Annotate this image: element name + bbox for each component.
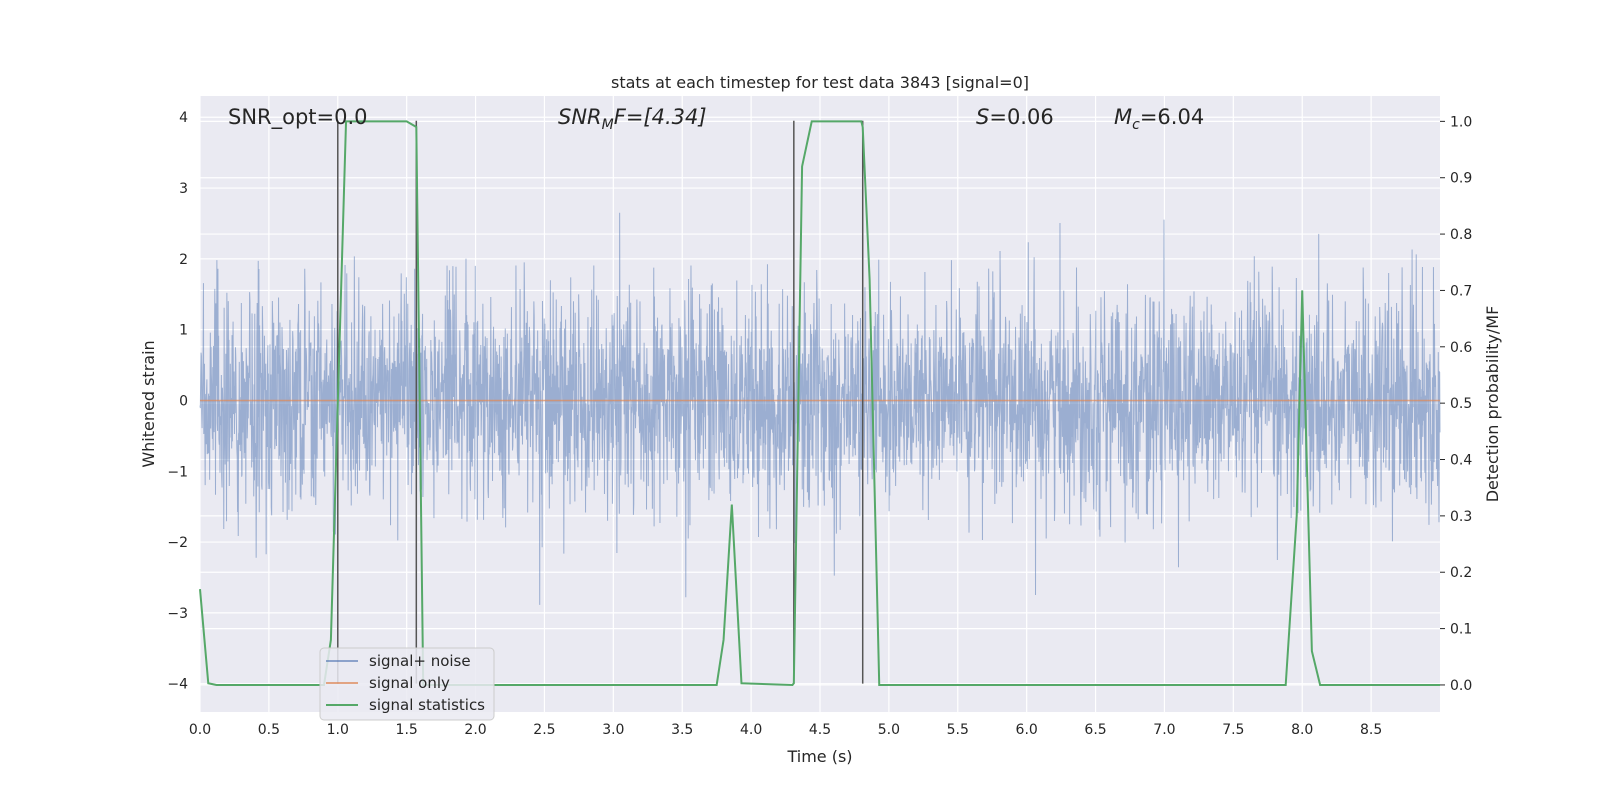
annotation-s-base: S bbox=[976, 105, 989, 129]
annotation-snr-opt: SNR_opt=0.0 bbox=[228, 105, 368, 130]
x-tick-label-9: 4.5 bbox=[809, 722, 831, 738]
annotation-s: S=0.06 bbox=[976, 105, 1054, 129]
annotation-s-rest: =0.06 bbox=[989, 105, 1053, 129]
legend-label-signal-noise: signal+ noise bbox=[369, 652, 471, 670]
x-tick-label-8: 4.0 bbox=[740, 722, 762, 738]
x-tick-label-2: 1.0 bbox=[327, 722, 349, 738]
y-tick-label-left-6: −2 bbox=[167, 535, 188, 551]
y-tick-label-right-1: 0.9 bbox=[1450, 171, 1472, 187]
x-tick-label-6: 3.0 bbox=[602, 722, 624, 738]
x-tick-label-0: 0.0 bbox=[189, 722, 211, 738]
legend-label-signal-only: signal only bbox=[369, 674, 450, 692]
tick-labels: 0.0 0.5 1.0 1.5 2.0 2.5 3.0 3.5 4.0 4.5 5.0 5.5 6.0 6… bbox=[167, 110, 1472, 738]
x-tick-label-13: 6.5 bbox=[1084, 722, 1106, 738]
y-tick-label-right-2: 0.8 bbox=[1450, 227, 1472, 243]
annotation-mc-sub: c bbox=[1132, 117, 1140, 133]
annotations: SNR_opt=0.0 SNRMF=[4.34] S=0.06 Mc=6.04 bbox=[228, 105, 1204, 133]
y-tick-label-left-0: 4 bbox=[179, 110, 188, 126]
annotation-snr-mf-sub: M bbox=[602, 117, 614, 133]
annotation-mc: Mc=6.04 bbox=[1114, 105, 1204, 133]
y-tick-label-right-9: 0.1 bbox=[1450, 622, 1472, 638]
annotation-snr-mf-rest: F=[4.34] bbox=[614, 105, 707, 129]
x-tick-label-11: 5.5 bbox=[947, 722, 969, 738]
legend: signal+ noise signal only signal statist… bbox=[319, 647, 495, 721]
y-tick-label-left-8: −4 bbox=[167, 677, 188, 693]
y-axis-label-left: Whitened strain bbox=[139, 340, 158, 467]
x-tick-label-3: 1.5 bbox=[396, 722, 418, 738]
x-tick-label-15: 7.5 bbox=[1222, 722, 1244, 738]
annotation-mc-base: M bbox=[1114, 105, 1132, 129]
y-tick-label-right-7: 0.3 bbox=[1450, 509, 1472, 525]
y-axis-label-right: Detection probability/MF bbox=[1483, 306, 1502, 503]
y-tick-label-left-2: 2 bbox=[179, 252, 188, 268]
y-tick-label-left-7: −3 bbox=[167, 606, 188, 622]
signal-statistics-series bbox=[199, 120, 1440, 686]
x-tick-label-12: 6.0 bbox=[1016, 722, 1038, 738]
y-tick-label-right-3: 0.7 bbox=[1450, 283, 1472, 299]
legend-box bbox=[319, 647, 495, 721]
x-tick-label-10: 5.0 bbox=[878, 722, 900, 738]
y-tick-label-left-5: −1 bbox=[167, 464, 188, 480]
y-tick-label-left-3: 1 bbox=[179, 323, 188, 339]
x-tick-label-17: 8.5 bbox=[1360, 722, 1382, 738]
x-tick-label-4: 2.0 bbox=[464, 722, 486, 738]
x-axis-label: Time (s) bbox=[786, 747, 852, 766]
annotation-mc-rest: =6.04 bbox=[1140, 105, 1204, 129]
x-tick-label-16: 8.0 bbox=[1291, 722, 1313, 738]
y-tick-label-right-5: 0.5 bbox=[1450, 396, 1472, 412]
y-tick-label-right-6: 0.4 bbox=[1450, 453, 1472, 469]
y-tick-label-right-4: 0.6 bbox=[1450, 340, 1472, 356]
y-tick-label-left-1: 3 bbox=[179, 181, 188, 197]
x-tick-label-7: 3.5 bbox=[671, 722, 693, 738]
legend-label-signal-statistics: signal statistics bbox=[369, 696, 485, 714]
y-tick-label-right-8: 0.2 bbox=[1450, 565, 1472, 581]
signal-statistics-line bbox=[199, 120, 1440, 686]
x-tick-label-14: 7.0 bbox=[1153, 722, 1175, 738]
y-tick-label-left-4: 0 bbox=[179, 393, 188, 409]
x-tick-label-5: 2.5 bbox=[533, 722, 555, 738]
y-tick-label-right-10: 0.0 bbox=[1450, 678, 1472, 694]
annotation-snr-mf-base: SNR bbox=[558, 105, 602, 129]
y-tick-label-right-0: 1.0 bbox=[1450, 114, 1472, 130]
x-tick-label-1: 0.5 bbox=[258, 722, 280, 738]
annotation-snr-mf: SNRMF=[4.34] bbox=[558, 105, 707, 133]
chart-title: stats at each timestep for test data 384… bbox=[611, 73, 1029, 92]
